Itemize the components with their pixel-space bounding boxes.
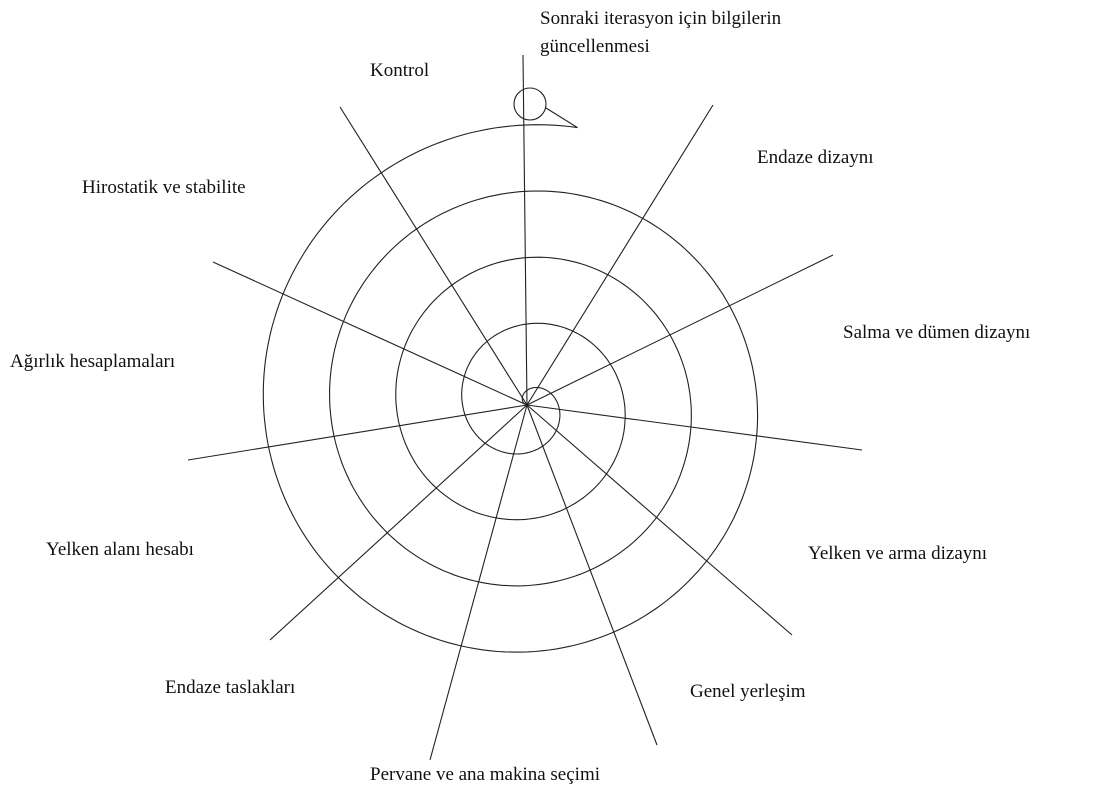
spoke [187,404,528,461]
node-label: Yelken alanı hesabı [46,539,194,560]
spoke [526,404,793,636]
node-label: Kontrol [370,60,429,81]
spoke [526,404,658,746]
node-label: Salma ve dümen dizaynı [843,322,1030,343]
start-label: Sonraki iterasyon için bilgilerin [540,8,782,29]
spoke [429,404,528,761]
node-label: Ağırlık hesaplamaları [10,351,175,372]
spoke [269,404,528,641]
node-label: Endaze dizaynı [757,147,874,168]
spoke [526,254,834,406]
spiral [262,107,759,653]
spoke [526,104,714,406]
spoke [339,106,528,406]
node-label: Pervane ve ana makina seçimi [370,764,600,785]
start-circle [513,87,547,121]
node-label: Genel yerleşim [690,681,806,702]
node-label: Yelken ve arma dizaynı [808,543,987,564]
spokes [187,54,863,761]
spoke [526,404,863,451]
node-label: Hirostatik ve stabilite [82,177,246,198]
spoke [522,54,528,406]
start-label: güncellenmesi [540,36,650,57]
node-label: Endaze taslakları [165,677,295,698]
spoke [212,261,528,406]
